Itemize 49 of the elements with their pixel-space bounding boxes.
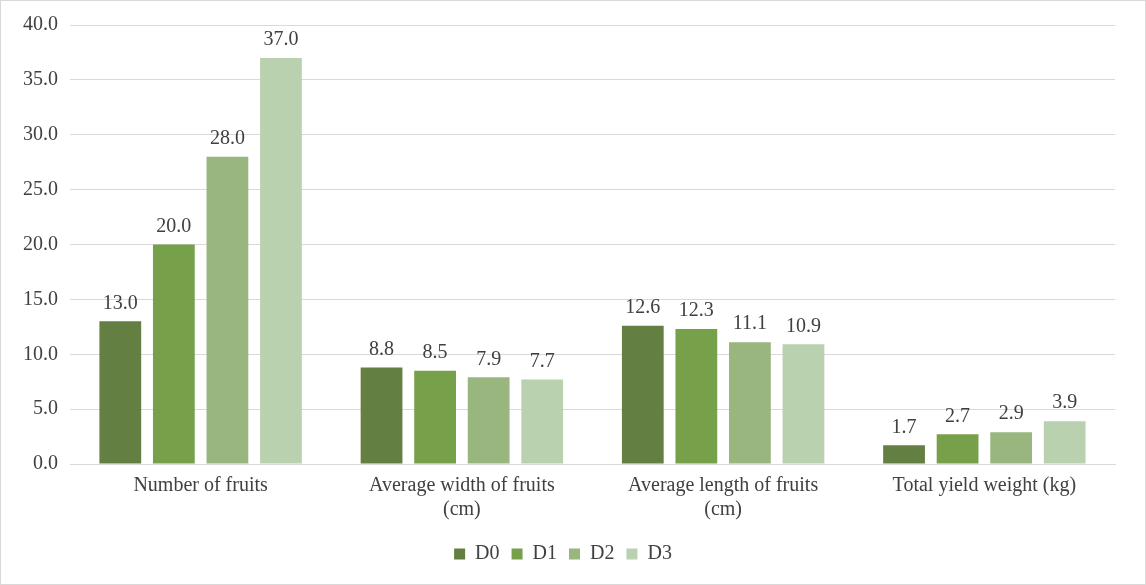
- data-label: 2.7: [945, 403, 971, 426]
- y-tick-label: 5.0: [33, 396, 58, 419]
- bar: [883, 445, 925, 464]
- bar: [621, 325, 664, 464]
- data-label: 11.1: [732, 311, 768, 334]
- bar: [936, 434, 979, 464]
- y-tick-label: 40.0: [23, 12, 58, 35]
- y-tick-label: 0.0: [33, 451, 58, 474]
- y-tick-label: 35.0: [23, 67, 58, 90]
- bar: [782, 344, 825, 464]
- x-tick-label: Number of fruits: [133, 473, 269, 496]
- bar: [206, 156, 249, 464]
- bar: [152, 244, 195, 464]
- bar: [260, 57, 302, 464]
- y-tick-label: 20.0: [23, 231, 58, 254]
- bar: [1043, 421, 1086, 464]
- data-label: 7.9: [476, 346, 502, 369]
- legend-label: D3: [647, 541, 672, 564]
- bar: [360, 367, 403, 464]
- data-label: 7.7: [529, 348, 555, 371]
- bar: [99, 321, 142, 464]
- data-label: 2.9: [998, 401, 1024, 424]
- bar: [467, 377, 510, 464]
- data-label: 10.9: [785, 313, 821, 336]
- y-tick-label: 15.0: [23, 286, 58, 309]
- bar: [675, 329, 718, 464]
- data-label: 12.3: [678, 298, 714, 321]
- legend-label: D2: [590, 541, 615, 564]
- data-label: 20.0: [156, 213, 192, 236]
- data-label: 8.8: [369, 336, 395, 359]
- legend-label: D1: [532, 541, 558, 564]
- legend-label: D0: [475, 541, 500, 564]
- data-label: 1.7: [891, 414, 917, 437]
- x-tick-label: Average width of fruits (cm): [369, 473, 555, 521]
- x-tick-label: Average length of fruits (cm): [628, 473, 819, 521]
- data-label: 28.0: [209, 125, 245, 148]
- data-label: 13.0: [102, 290, 138, 313]
- bar: [990, 432, 1033, 464]
- data-label: 8.5: [422, 339, 448, 362]
- x-tick-label: Total yield weight (kg): [892, 473, 1077, 497]
- y-tick-label: 25.0: [23, 176, 58, 199]
- data-label: 3.9: [1052, 390, 1078, 413]
- bar: [729, 342, 771, 464]
- bar: [414, 370, 456, 464]
- y-tick-label: 10.0: [23, 341, 58, 364]
- data-label: 37.0: [263, 27, 299, 50]
- bar: [521, 379, 564, 464]
- y-tick-label: 30.0: [23, 122, 58, 144]
- data-label: 12.6: [625, 294, 661, 317]
